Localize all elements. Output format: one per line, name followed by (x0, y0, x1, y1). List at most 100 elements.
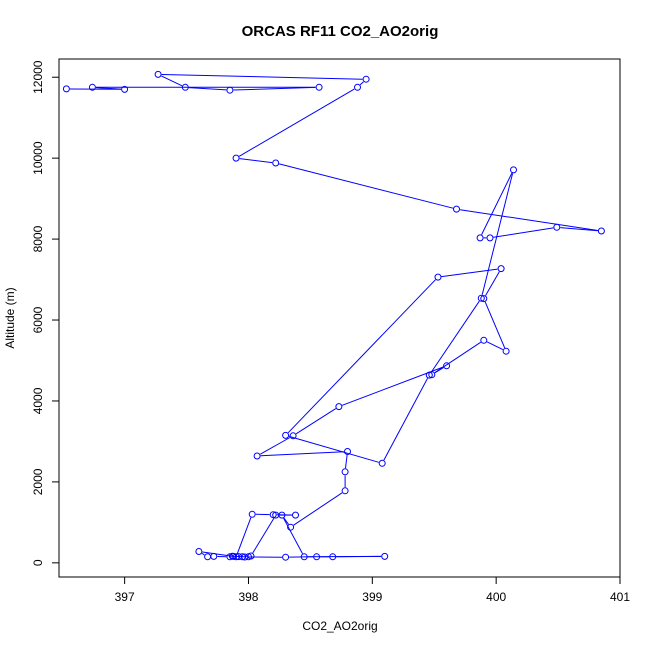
series-line-segment (481, 172, 513, 235)
data-point (62, 85, 70, 93)
series-line-segment (287, 279, 436, 434)
data-point (226, 86, 234, 94)
series-line-segment (161, 75, 183, 87)
x-tick-label: 399 (362, 590, 382, 604)
series-line-segment (560, 227, 598, 232)
series-line-segment (201, 552, 205, 556)
data-point (443, 362, 451, 370)
series-line-segment (486, 341, 504, 351)
series-line-segment (484, 301, 506, 349)
x-tick-label: 398 (238, 590, 258, 604)
data-point (278, 511, 286, 519)
y-tick-label: 2000 (31, 468, 45, 495)
series-line-segment (260, 437, 291, 455)
data-point (313, 553, 321, 561)
data-point (204, 553, 212, 561)
series-line-segment (239, 158, 273, 164)
series-line-segment (293, 492, 343, 526)
data-point (292, 511, 299, 519)
series-line-segment (295, 408, 337, 435)
data-point (502, 347, 510, 355)
y-tick-label: 10000 (31, 141, 45, 175)
data-point (453, 205, 460, 213)
data-point (121, 85, 129, 93)
data-point (253, 452, 261, 460)
data-point (226, 553, 234, 561)
series-line-segment (188, 87, 227, 91)
x-tick-label: 401 (610, 590, 630, 604)
data-point (335, 403, 343, 411)
series-line-segment (493, 227, 554, 238)
y-tick-label: 6000 (31, 306, 45, 333)
y-tick-label: 12000 (31, 60, 45, 94)
data-point (315, 83, 323, 91)
data-point (329, 553, 337, 561)
data-point (428, 371, 436, 379)
series-line-segment (236, 517, 252, 554)
data-point (154, 70, 162, 78)
data-point (300, 553, 308, 561)
x-tick-label: 400 (486, 590, 506, 604)
data-point (248, 510, 256, 518)
data-point (476, 234, 484, 242)
series-line-segment (238, 88, 355, 157)
x-axis: 397 398 399 400 401 (115, 576, 630, 604)
data-point (480, 336, 488, 344)
y-tick-label: 4000 (31, 387, 45, 414)
series-line-segment (485, 271, 500, 296)
series-line-segment (359, 81, 364, 86)
data-point (232, 154, 240, 162)
chart-title: ORCAS RF11 CO2_AO2orig (242, 23, 439, 40)
series-line-segment (161, 74, 363, 80)
data-point (241, 553, 249, 561)
data-point (282, 431, 290, 439)
series-line-segment (252, 517, 275, 554)
plot-frame (58, 58, 621, 578)
y-tick-label: 8000 (31, 225, 45, 252)
series-line-segment (283, 518, 303, 554)
data-point (344, 448, 351, 455)
data-point (272, 159, 280, 167)
data-point (553, 223, 561, 231)
data-point (269, 511, 277, 519)
data-point (497, 265, 505, 273)
plot-area (62, 70, 605, 561)
series-line-segment (460, 209, 598, 231)
data-point (287, 523, 295, 531)
data-point (486, 234, 494, 242)
data-point (477, 294, 485, 302)
data-point (510, 166, 517, 174)
data-point (341, 468, 349, 476)
series-line-segment (288, 435, 379, 463)
data-point (289, 432, 297, 440)
series-line-segment (430, 300, 480, 373)
series-line-segment (481, 173, 514, 295)
x-tick-label: 397 (115, 590, 135, 604)
data-point (354, 83, 361, 91)
data-point (434, 273, 442, 281)
data-point (362, 75, 370, 83)
data-point (341, 487, 349, 495)
data-point (282, 553, 290, 561)
data-point (381, 552, 389, 560)
series-line-segment (434, 341, 482, 374)
x-axis-label: CO2_AO2orig (302, 619, 377, 633)
series-line-segment (283, 517, 289, 525)
series-line-segment (260, 451, 345, 457)
data-point (181, 83, 189, 91)
data-point (597, 227, 605, 235)
series-line-segment (345, 455, 348, 469)
data-point (425, 371, 433, 379)
y-axis-label: Altitude (m) (3, 287, 17, 348)
data-point (480, 295, 488, 303)
y-tick-label: 0 (31, 559, 45, 566)
series-line-segment (279, 163, 454, 209)
series-line-segment (383, 377, 429, 461)
data-point (210, 552, 218, 560)
series-line-segment (233, 86, 316, 91)
data-point (195, 548, 203, 555)
series-line-segment (441, 268, 498, 278)
data-point (88, 83, 96, 91)
data-point (378, 459, 386, 467)
